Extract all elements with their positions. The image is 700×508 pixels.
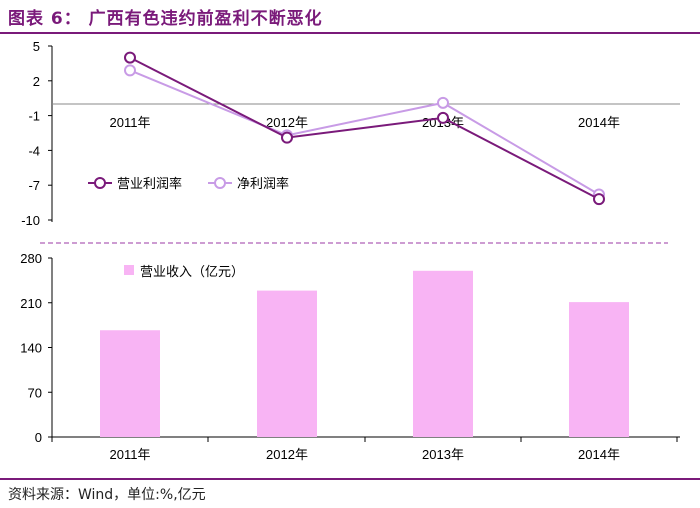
series-line-operating-margin (129, 56, 600, 201)
title-rule (0, 32, 700, 34)
line-x-tick-label: 2011年 (110, 115, 151, 130)
bar-x-tick-label: 2014年 (578, 447, 620, 462)
data-point-net-margin (124, 64, 136, 77)
line-y-tick-label: -1 (28, 109, 40, 124)
legend-label-operating-margin: 营业利润率 (117, 176, 182, 192)
line-y-tick-label: 5 (33, 39, 40, 54)
bar-y-tick-label: 0 (35, 430, 42, 445)
data-point-operating-margin (437, 111, 449, 124)
legend-marker-operating-margin (94, 177, 106, 189)
line-y-tick-label: -4 (28, 143, 40, 158)
legend-marker-net-margin (214, 177, 226, 189)
bar-y-tick-label: 280 (20, 251, 42, 266)
source-note: 资料来源：Wind，单位:%,亿元 (8, 487, 206, 503)
bar-revenue (257, 290, 317, 437)
data-point-net-margin (437, 96, 449, 109)
line-legend: 营业利润率 净利润率 (88, 176, 289, 192)
bar-x-tick-label: 2011年 (110, 447, 151, 462)
bar-y-tick-label: 140 (20, 341, 42, 356)
line-y-tick-label: -10 (21, 213, 40, 228)
legend-label-net-margin: 净利润率 (237, 176, 289, 192)
bar-revenue (100, 330, 160, 437)
bar-y-tick-label: 210 (20, 296, 42, 311)
bar-x-tick-label: 2012年 (266, 447, 308, 462)
bar-revenue (413, 270, 473, 437)
bar-y-tick-label: 70 (28, 385, 42, 400)
bar-legend: 营业收入（亿元） (124, 265, 244, 280)
series-line-net-margin (129, 69, 600, 196)
footer-rule (0, 478, 700, 480)
data-point-operating-margin (281, 131, 293, 144)
legend-label-revenue: 营业收入（亿元） (140, 265, 244, 280)
line-y-tick-label: 2 (33, 74, 40, 89)
line-y-tick-label: -7 (28, 178, 40, 193)
legend-swatch-revenue (124, 265, 134, 275)
data-point-operating-margin (593, 193, 605, 206)
chart-canvas: 5 2 -1 -4 -7 -10 2011年 2012年 2013年 2014年 营业利润率 净… (20, 39, 680, 462)
bar-x-tick-label: 2013年 (422, 447, 464, 462)
bar-revenue (569, 302, 629, 437)
line-x-tick-label: 2014年 (578, 115, 620, 130)
line-x-tick-label: 2012年 (266, 115, 308, 130)
chart-title: 图表 6： 广西有色违约前盈利不断恶化 (8, 9, 323, 29)
data-point-operating-margin (124, 51, 136, 64)
